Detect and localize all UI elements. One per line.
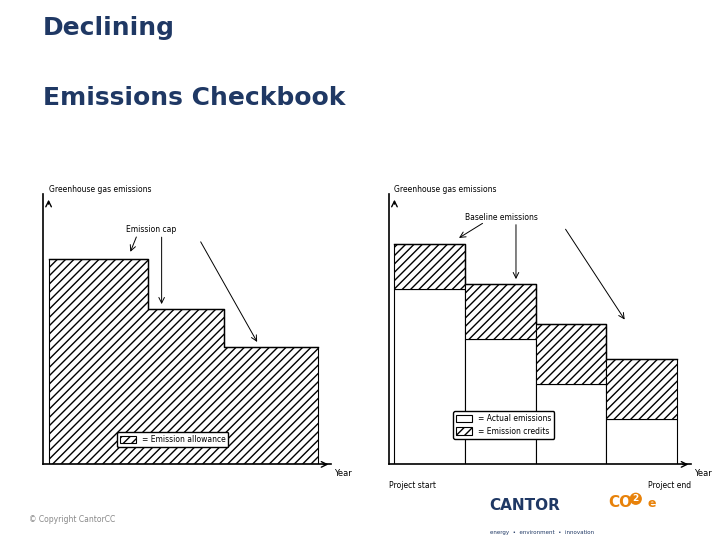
Text: e: e	[648, 497, 657, 510]
Text: CO: CO	[608, 495, 633, 510]
Polygon shape	[48, 259, 318, 464]
Text: 2: 2	[633, 494, 639, 503]
Polygon shape	[395, 245, 465, 289]
Text: Greenhouse gas emissions: Greenhouse gas emissions	[48, 185, 151, 194]
Polygon shape	[465, 340, 536, 464]
Text: energy  •  environment  •  innovation: energy • environment • innovation	[490, 530, 594, 535]
Text: Project end: Project end	[648, 481, 691, 490]
Text: CANTOR: CANTOR	[490, 498, 560, 513]
Polygon shape	[536, 384, 606, 464]
Text: Declining: Declining	[43, 16, 175, 40]
Polygon shape	[606, 360, 677, 420]
Text: Emission cap: Emission cap	[126, 225, 176, 234]
Polygon shape	[465, 285, 536, 340]
Polygon shape	[395, 289, 465, 464]
Text: Emissions Checkbook: Emissions Checkbook	[43, 86, 346, 110]
Legend: = Emission allowance: = Emission allowance	[117, 432, 228, 447]
Text: Baseline emissions: Baseline emissions	[465, 213, 539, 222]
Polygon shape	[536, 325, 606, 384]
Text: Project start: Project start	[389, 481, 436, 490]
Text: Greenhouse gas emissions: Greenhouse gas emissions	[395, 185, 497, 194]
Polygon shape	[606, 420, 677, 464]
Text: Year: Year	[694, 469, 712, 478]
Legend: = Actual emissions, = Emission credits: = Actual emissions, = Emission credits	[454, 411, 554, 439]
Text: Year: Year	[334, 469, 351, 478]
Text: © Copyright CantorCC: © Copyright CantorCC	[29, 515, 115, 524]
